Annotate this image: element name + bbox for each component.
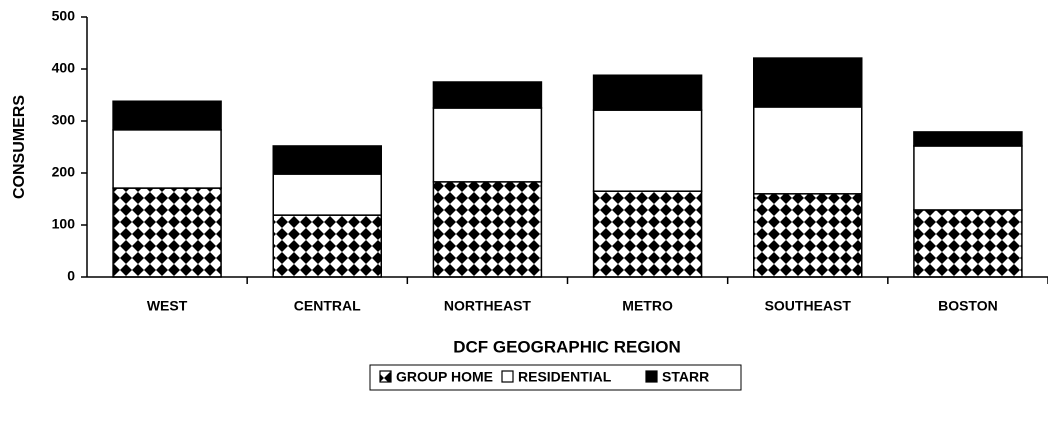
bar-segment: [753, 106, 863, 195]
y-tick-label: 500: [52, 8, 76, 24]
bar-segment: [112, 187, 222, 278]
bar-segment: [753, 57, 863, 108]
y-tick-label: 200: [52, 164, 76, 180]
bar-segment: [272, 214, 382, 278]
bar-segment: [432, 181, 543, 278]
x-tick-label: BOSTON: [938, 298, 998, 314]
bar-segment: [112, 100, 222, 131]
legend-label: STARR: [662, 369, 709, 385]
bar-segment: [432, 107, 543, 183]
x-tick-label: NORTHEAST: [444, 298, 532, 314]
x-tick-label: SOUTHEAST: [765, 298, 852, 314]
bar-segment: [913, 209, 1023, 278]
bar-segment: [753, 193, 863, 278]
y-tick-label: 400: [52, 60, 76, 76]
legend-swatch: [645, 370, 658, 383]
legend-label: GROUP HOME: [396, 369, 493, 385]
bar-segment: [272, 173, 382, 216]
x-axis-title: DCF GEOGRAPHIC REGION: [453, 337, 681, 356]
x-tick-label: METRO: [622, 298, 673, 314]
x-tick-label: WEST: [147, 298, 188, 314]
y-tick-label: 0: [67, 268, 75, 284]
bar-segment: [592, 74, 703, 111]
bar-segment: [592, 109, 703, 192]
y-tick-label: 100: [52, 216, 76, 232]
legend-label: RESIDENTIAL: [518, 369, 612, 385]
y-tick-label: 300: [52, 112, 76, 128]
bar-segment: [913, 145, 1023, 211]
bar-segment: [112, 129, 222, 189]
bar-segment: [432, 81, 543, 109]
bar-segment: [272, 145, 382, 175]
bar-segment: [913, 131, 1023, 147]
bar-segment: [592, 190, 703, 278]
legend-swatch: [379, 370, 392, 383]
y-axis-title: CONSUMERS: [11, 95, 28, 199]
x-tick-label: CENTRAL: [294, 298, 361, 314]
legend-swatch: [501, 370, 514, 383]
legend-box: [369, 364, 742, 391]
